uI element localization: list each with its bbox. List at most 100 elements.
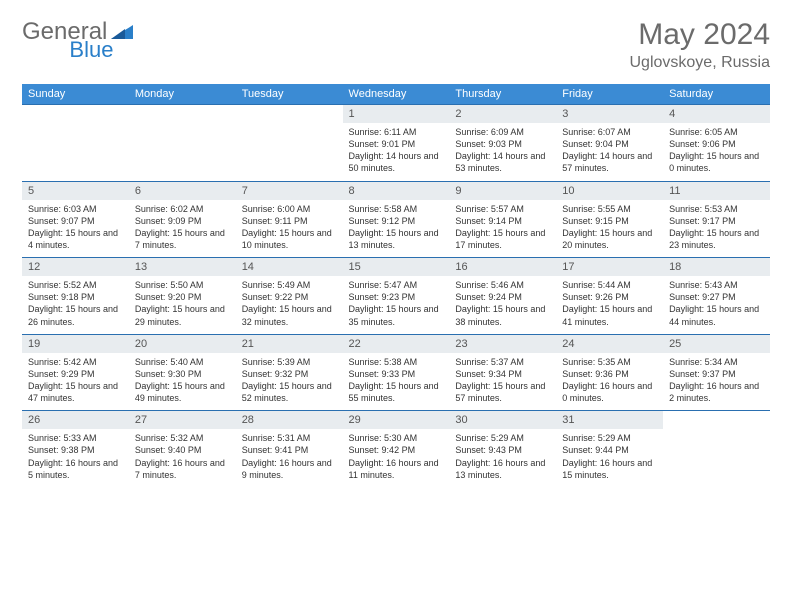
calendar-cell: 15Sunrise: 5:47 AMSunset: 9:23 PMDayligh… xyxy=(343,258,450,335)
day-body: Sunrise: 5:46 AMSunset: 9:24 PMDaylight:… xyxy=(449,276,556,334)
day-number: 3 xyxy=(556,105,663,123)
day-header: Monday xyxy=(129,84,236,105)
day-number: 27 xyxy=(129,411,236,429)
day-body: Sunrise: 5:42 AMSunset: 9:29 PMDaylight:… xyxy=(22,353,129,411)
day-body: Sunrise: 5:55 AMSunset: 9:15 PMDaylight:… xyxy=(556,200,663,258)
calendar-cell: 27Sunrise: 5:32 AMSunset: 9:40 PMDayligh… xyxy=(129,411,236,487)
day-body: Sunrise: 6:02 AMSunset: 9:09 PMDaylight:… xyxy=(129,200,236,258)
day-number: 28 xyxy=(236,411,343,429)
day-header: Tuesday xyxy=(236,84,343,105)
calendar-cell: 17Sunrise: 5:44 AMSunset: 9:26 PMDayligh… xyxy=(556,258,663,335)
day-header: Wednesday xyxy=(343,84,450,105)
day-body: Sunrise: 6:03 AMSunset: 9:07 PMDaylight:… xyxy=(22,200,129,258)
day-body: Sunrise: 5:50 AMSunset: 9:20 PMDaylight:… xyxy=(129,276,236,334)
calendar-cell: 13Sunrise: 5:50 AMSunset: 9:20 PMDayligh… xyxy=(129,258,236,335)
calendar-cell: 2Sunrise: 6:09 AMSunset: 9:03 PMDaylight… xyxy=(449,105,556,182)
day-body: Sunrise: 6:00 AMSunset: 9:11 PMDaylight:… xyxy=(236,200,343,258)
calendar-cell: 3Sunrise: 6:07 AMSunset: 9:04 PMDaylight… xyxy=(556,105,663,182)
day-number: 30 xyxy=(449,411,556,429)
day-body: Sunrise: 5:57 AMSunset: 9:14 PMDaylight:… xyxy=(449,200,556,258)
day-body: Sunrise: 5:30 AMSunset: 9:42 PMDaylight:… xyxy=(343,429,450,487)
day-number: 13 xyxy=(129,258,236,276)
day-number: 4 xyxy=(663,105,770,123)
day-number: 7 xyxy=(236,182,343,200)
day-header: Saturday xyxy=(663,84,770,105)
day-header: Sunday xyxy=(22,84,129,105)
day-number xyxy=(663,411,770,429)
calendar-week-row: 26Sunrise: 5:33 AMSunset: 9:38 PMDayligh… xyxy=(22,411,770,487)
calendar-cell xyxy=(129,105,236,182)
calendar-cell xyxy=(22,105,129,182)
logo-triangle-icon xyxy=(111,21,133,44)
day-number: 29 xyxy=(343,411,450,429)
calendar-cell: 20Sunrise: 5:40 AMSunset: 9:30 PMDayligh… xyxy=(129,334,236,411)
calendar-cell: 14Sunrise: 5:49 AMSunset: 9:22 PMDayligh… xyxy=(236,258,343,335)
day-body: Sunrise: 5:29 AMSunset: 9:44 PMDaylight:… xyxy=(556,429,663,487)
day-body: Sunrise: 5:38 AMSunset: 9:33 PMDaylight:… xyxy=(343,353,450,411)
day-body: Sunrise: 5:32 AMSunset: 9:40 PMDaylight:… xyxy=(129,429,236,487)
day-number: 1 xyxy=(343,105,450,123)
calendar-body: 1Sunrise: 6:11 AMSunset: 9:01 PMDaylight… xyxy=(22,105,770,487)
calendar-week-row: 12Sunrise: 5:52 AMSunset: 9:18 PMDayligh… xyxy=(22,258,770,335)
calendar-header-row: SundayMondayTuesdayWednesdayThursdayFrid… xyxy=(22,84,770,105)
calendar-cell: 16Sunrise: 5:46 AMSunset: 9:24 PMDayligh… xyxy=(449,258,556,335)
calendar-week-row: 1Sunrise: 6:11 AMSunset: 9:01 PMDaylight… xyxy=(22,105,770,182)
day-number xyxy=(22,105,129,123)
calendar-cell: 9Sunrise: 5:57 AMSunset: 9:14 PMDaylight… xyxy=(449,181,556,258)
calendar-week-row: 19Sunrise: 5:42 AMSunset: 9:29 PMDayligh… xyxy=(22,334,770,411)
day-body: Sunrise: 5:52 AMSunset: 9:18 PMDaylight:… xyxy=(22,276,129,334)
day-number: 31 xyxy=(556,411,663,429)
calendar-cell: 25Sunrise: 5:34 AMSunset: 9:37 PMDayligh… xyxy=(663,334,770,411)
day-number: 2 xyxy=(449,105,556,123)
calendar-cell: 12Sunrise: 5:52 AMSunset: 9:18 PMDayligh… xyxy=(22,258,129,335)
day-body: Sunrise: 5:53 AMSunset: 9:17 PMDaylight:… xyxy=(663,200,770,258)
day-number: 19 xyxy=(22,335,129,353)
calendar-cell xyxy=(663,411,770,487)
day-number: 17 xyxy=(556,258,663,276)
day-body: Sunrise: 5:34 AMSunset: 9:37 PMDaylight:… xyxy=(663,353,770,411)
day-number: 20 xyxy=(129,335,236,353)
day-number xyxy=(236,105,343,123)
calendar-cell: 7Sunrise: 6:00 AMSunset: 9:11 PMDaylight… xyxy=(236,181,343,258)
day-body: Sunrise: 5:29 AMSunset: 9:43 PMDaylight:… xyxy=(449,429,556,487)
logo-text-2: Blue xyxy=(69,37,113,63)
calendar-cell: 31Sunrise: 5:29 AMSunset: 9:44 PMDayligh… xyxy=(556,411,663,487)
day-number: 6 xyxy=(129,182,236,200)
day-number: 10 xyxy=(556,182,663,200)
day-body: Sunrise: 6:05 AMSunset: 9:06 PMDaylight:… xyxy=(663,123,770,181)
day-number: 18 xyxy=(663,258,770,276)
calendar-cell: 23Sunrise: 5:37 AMSunset: 9:34 PMDayligh… xyxy=(449,334,556,411)
day-body: Sunrise: 5:31 AMSunset: 9:41 PMDaylight:… xyxy=(236,429,343,487)
day-number: 11 xyxy=(663,182,770,200)
day-body: Sunrise: 6:07 AMSunset: 9:04 PMDaylight:… xyxy=(556,123,663,181)
day-number: 16 xyxy=(449,258,556,276)
header: General Blue May 2024 Uglovskoye, Russia xyxy=(22,18,770,72)
day-body: Sunrise: 5:33 AMSunset: 9:38 PMDaylight:… xyxy=(22,429,129,487)
day-number: 5 xyxy=(22,182,129,200)
day-body: Sunrise: 5:47 AMSunset: 9:23 PMDaylight:… xyxy=(343,276,450,334)
day-body: Sunrise: 5:39 AMSunset: 9:32 PMDaylight:… xyxy=(236,353,343,411)
day-number: 22 xyxy=(343,335,450,353)
day-body: Sunrise: 6:09 AMSunset: 9:03 PMDaylight:… xyxy=(449,123,556,181)
day-number: 24 xyxy=(556,335,663,353)
calendar-week-row: 5Sunrise: 6:03 AMSunset: 9:07 PMDaylight… xyxy=(22,181,770,258)
calendar-cell xyxy=(236,105,343,182)
calendar-cell: 10Sunrise: 5:55 AMSunset: 9:15 PMDayligh… xyxy=(556,181,663,258)
day-number: 8 xyxy=(343,182,450,200)
calendar-cell: 5Sunrise: 6:03 AMSunset: 9:07 PMDaylight… xyxy=(22,181,129,258)
day-number: 15 xyxy=(343,258,450,276)
calendar-cell: 1Sunrise: 6:11 AMSunset: 9:01 PMDaylight… xyxy=(343,105,450,182)
page-title: May 2024 xyxy=(630,18,771,52)
day-body: Sunrise: 5:35 AMSunset: 9:36 PMDaylight:… xyxy=(556,353,663,411)
day-header: Thursday xyxy=(449,84,556,105)
day-body: Sunrise: 5:43 AMSunset: 9:27 PMDaylight:… xyxy=(663,276,770,334)
calendar-cell: 21Sunrise: 5:39 AMSunset: 9:32 PMDayligh… xyxy=(236,334,343,411)
calendar-cell: 11Sunrise: 5:53 AMSunset: 9:17 PMDayligh… xyxy=(663,181,770,258)
calendar-cell: 19Sunrise: 5:42 AMSunset: 9:29 PMDayligh… xyxy=(22,334,129,411)
calendar-cell: 26Sunrise: 5:33 AMSunset: 9:38 PMDayligh… xyxy=(22,411,129,487)
day-header: Friday xyxy=(556,84,663,105)
calendar-table: SundayMondayTuesdayWednesdayThursdayFrid… xyxy=(22,84,770,487)
day-number xyxy=(129,105,236,123)
calendar-cell: 4Sunrise: 6:05 AMSunset: 9:06 PMDaylight… xyxy=(663,105,770,182)
calendar-cell: 22Sunrise: 5:38 AMSunset: 9:33 PMDayligh… xyxy=(343,334,450,411)
